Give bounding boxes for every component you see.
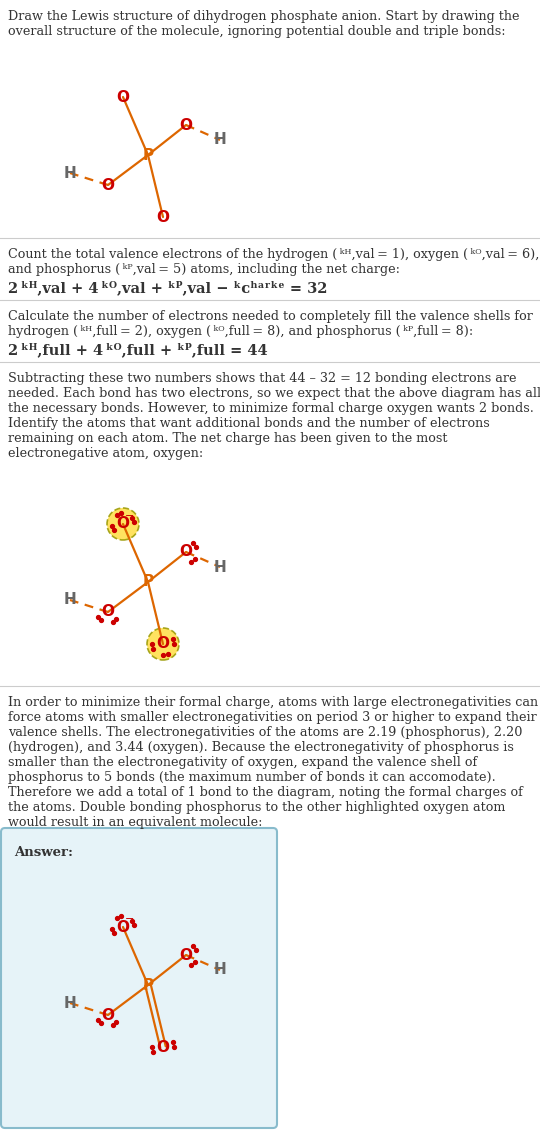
- Text: smaller than the electronegativity of oxygen, expand the valence shell of: smaller than the electronegativity of ox…: [8, 756, 477, 769]
- Text: Answer:: Answer:: [14, 846, 73, 858]
- Text: needed. Each bond has two electrons, so we expect that the above diagram has all: needed. Each bond has two electrons, so …: [8, 387, 540, 400]
- Text: Calculate the number of electrons needed to completely fill the valence shells f: Calculate the number of electrons needed…: [8, 310, 533, 323]
- Text: P: P: [143, 575, 153, 590]
- Text: H: H: [64, 996, 76, 1010]
- Text: O: O: [157, 1040, 170, 1055]
- Text: the atoms. Double bonding phosphorus to the other highlighted oxygen atom: the atoms. Double bonding phosphorus to …: [8, 801, 505, 814]
- Text: 2 ᵏᴴ,full + 4 ᵏᴼ,full + ᵏᴾ,full = 44: 2 ᵏᴴ,full + 4 ᵏᴼ,full + ᵏᴾ,full = 44: [8, 342, 268, 357]
- Text: H: H: [214, 559, 226, 575]
- Text: Draw the Lewis structure of dihydrogen phosphate anion. Start by drawing the: Draw the Lewis structure of dihydrogen p…: [8, 10, 519, 23]
- Text: O: O: [117, 90, 130, 104]
- Text: overall structure of the molecule, ignoring potential double and triple bonds:: overall structure of the molecule, ignor…: [8, 25, 505, 39]
- Text: −: −: [125, 914, 134, 924]
- Text: H: H: [64, 592, 76, 608]
- Text: H: H: [214, 963, 226, 978]
- Text: −: −: [125, 511, 134, 521]
- Text: Subtracting these two numbers shows that 44 – 32 = 12 bonding electrons are: Subtracting these two numbers shows that…: [8, 372, 516, 386]
- Text: O: O: [102, 1007, 114, 1023]
- Text: O: O: [157, 210, 170, 225]
- Text: P: P: [143, 978, 153, 992]
- FancyBboxPatch shape: [1, 828, 277, 1128]
- Text: P: P: [143, 147, 153, 162]
- Text: and phosphorus ( ᵏᴾ,val = 5) atoms, including the net charge:: and phosphorus ( ᵏᴾ,val = 5) atoms, incl…: [8, 263, 400, 276]
- Circle shape: [147, 628, 179, 660]
- Text: would result in an equivalent molecule:: would result in an equivalent molecule:: [8, 816, 262, 829]
- Text: the necessary bonds. However, to minimize formal charge oxygen wants 2 bonds.: the necessary bonds. However, to minimiz…: [8, 401, 534, 415]
- Text: O: O: [117, 920, 130, 934]
- Text: Count the total valence electrons of the hydrogen ( ᵏᴴ,val = 1), oxygen ( ᵏᴼ,val: Count the total valence electrons of the…: [8, 248, 539, 261]
- Text: force atoms with smaller electronegativities on period 3 or higher to expand the: force atoms with smaller electronegativi…: [8, 711, 537, 723]
- Text: hydrogen ( ᵏᴴ,full = 2), oxygen ( ᵏᴼ,full = 8), and phosphorus ( ᵏᴾ,full = 8):: hydrogen ( ᵏᴴ,full = 2), oxygen ( ᵏᴼ,ful…: [8, 325, 473, 338]
- Text: O: O: [179, 118, 192, 133]
- Text: O: O: [117, 516, 130, 532]
- Text: phosphorus to 5 bonds (the maximum number of bonds it can accomodate).: phosphorus to 5 bonds (the maximum numbe…: [8, 771, 496, 784]
- Text: remaining on each atom. The net charge has been given to the most: remaining on each atom. The net charge h…: [8, 432, 448, 445]
- Text: O: O: [179, 948, 192, 963]
- Text: O: O: [102, 604, 114, 619]
- Circle shape: [107, 508, 139, 540]
- Text: 2 ᵏᴴ,val + 4 ᵏᴼ,val + ᵏᴾ,val − ᵏᴄʰᵃʳᵏᵉ = 32: 2 ᵏᴴ,val + 4 ᵏᴼ,val + ᵏᴾ,val − ᵏᴄʰᵃʳᵏᵉ =…: [8, 280, 327, 295]
- Text: H: H: [214, 133, 226, 147]
- Text: Therefore we add a total of 1 bond to the diagram, noting the formal charges of: Therefore we add a total of 1 bond to th…: [8, 786, 523, 799]
- Text: H: H: [64, 166, 76, 180]
- Text: O: O: [179, 544, 192, 559]
- Text: O: O: [102, 178, 114, 193]
- Text: (hydrogen), and 3.44 (oxygen). Because the electronegativity of phosphorus is: (hydrogen), and 3.44 (oxygen). Because t…: [8, 741, 514, 754]
- Text: In order to minimize their formal charge, atoms with large electronegativities c: In order to minimize their formal charge…: [8, 696, 538, 709]
- Text: O: O: [157, 636, 170, 652]
- Text: valence shells. The electronegativities of the atoms are 2.19 (phosphorus), 2.20: valence shells. The electronegativities …: [8, 726, 522, 739]
- Text: Identify the atoms that want additional bonds and the number of electrons: Identify the atoms that want additional …: [8, 417, 490, 430]
- Text: electronegative atom, oxygen:: electronegative atom, oxygen:: [8, 447, 203, 460]
